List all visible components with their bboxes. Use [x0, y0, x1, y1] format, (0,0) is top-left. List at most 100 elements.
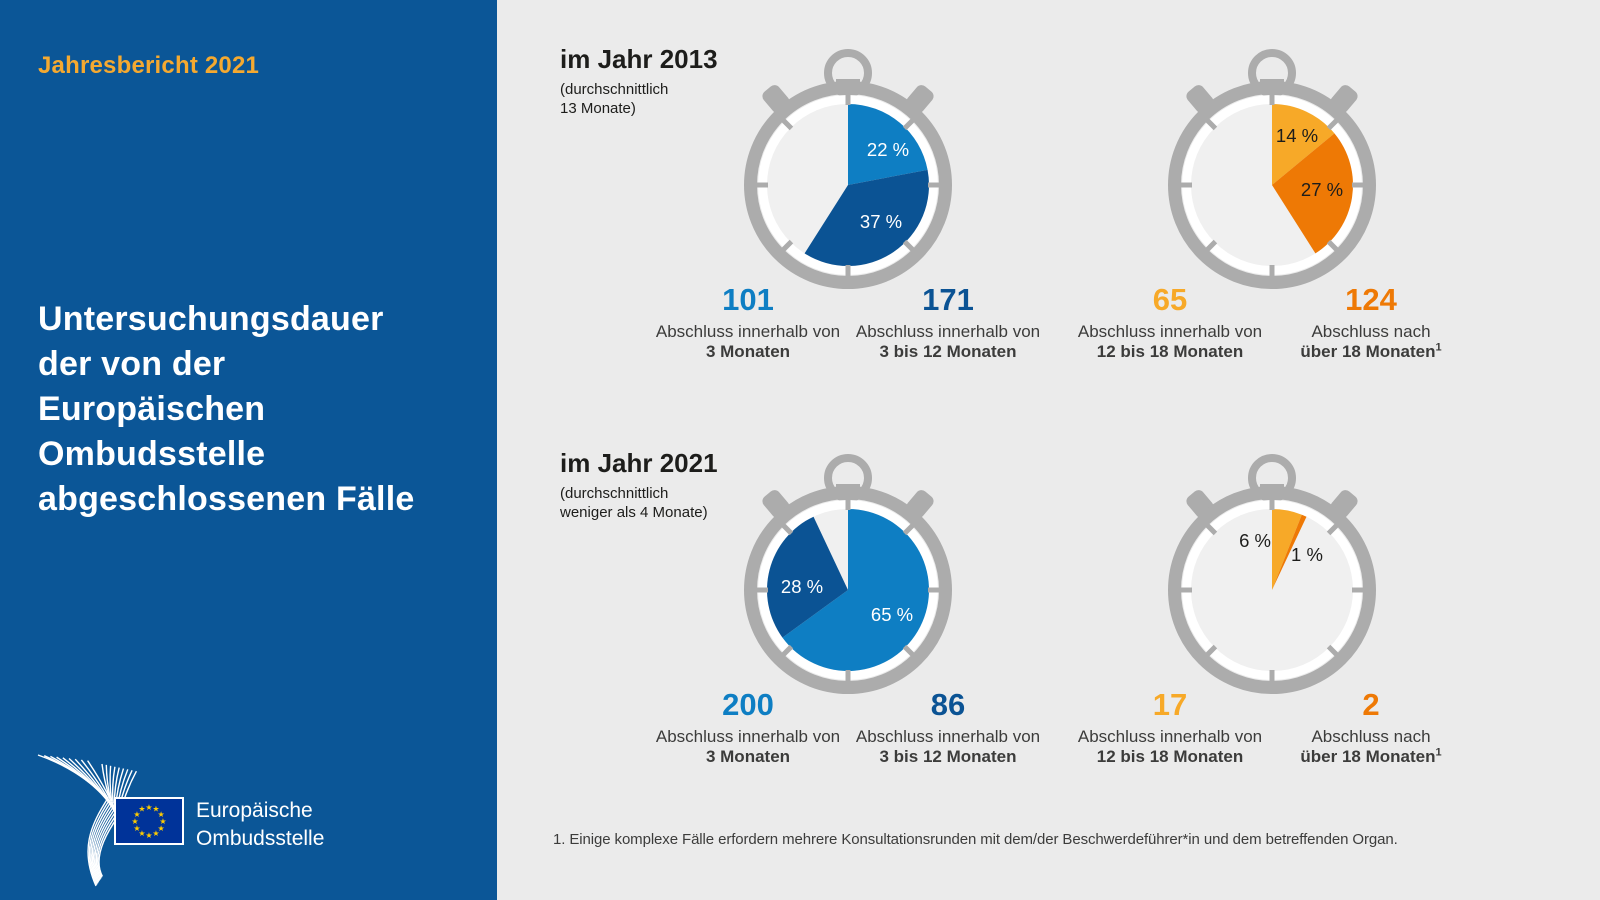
- stat-caption: Abschluss nach über 18 Monaten1: [1251, 322, 1491, 362]
- report-label: Jahresbericht 2021: [38, 52, 260, 79]
- section-year-label: im Jahr 2021: [560, 448, 718, 478]
- tick-mark: [781, 239, 794, 252]
- stat-caption: Abschluss innerhalb von 3 Monaten: [628, 322, 868, 362]
- percent-label: 37 %: [860, 211, 902, 232]
- eu-star-icon: ★: [133, 824, 140, 833]
- stopwatch-chart: 65 % 28 %: [744, 454, 952, 694]
- stat-column: 200 Abschluss innerhalb von 3 Monaten: [628, 688, 868, 767]
- stat-column: 101 Abschluss innerhalb von 3 Monaten: [628, 283, 868, 362]
- logo-wordmark: Europäische Ombudsstelle: [196, 799, 325, 850]
- watch-ring: [1168, 486, 1376, 694]
- stat-caption: Abschluss innerhalb von 3 bis 12 Monaten: [828, 727, 1068, 767]
- stat-caption: Abschluss innerhalb von 12 bis 18 Monaten: [1050, 322, 1290, 362]
- stat-column: 86 Abschluss innerhalb von 3 bis 12 Monate…: [828, 688, 1068, 767]
- percent-label: 27 %: [1301, 179, 1343, 200]
- case-count: 86: [930, 687, 966, 722]
- stat-column: 171 Abschluss innerhalb von 3 bis 12 Monat…: [828, 283, 1068, 362]
- section-average-note: (durchschnittlich weniger als 4 Monate): [560, 485, 708, 521]
- pie-slice: [1272, 133, 1353, 254]
- section-year-label: im Jahr 2013: [560, 44, 718, 74]
- eu-star-icon: ★: [158, 810, 165, 819]
- tick-mark: [1326, 239, 1339, 252]
- tick-mark: [1326, 118, 1339, 131]
- caption-line-2: über 18 Monaten1: [1300, 341, 1442, 361]
- tick-mark: [902, 239, 915, 252]
- case-count: 2: [1362, 687, 1380, 722]
- stat-column: 65 Abschluss innerhalb von 12 bis 18 Monat…: [1050, 283, 1290, 362]
- pie-slice: [1272, 514, 1307, 590]
- eu-star-icon: ★: [133, 810, 140, 819]
- percent-label: 6 %: [1239, 530, 1271, 551]
- tick-mark: [1205, 523, 1218, 536]
- ombudsman-bird-logo-icon: ★ ★★★★★★★★★★★: [37, 754, 184, 887]
- case-count: 124: [1345, 282, 1397, 317]
- footnote-reference: 1: [1435, 746, 1442, 759]
- bird-wing-line: [50, 755, 112, 884]
- footnote-reference: 1: [1435, 341, 1442, 354]
- stopwatch-chart: 14 % 27 %: [1168, 49, 1376, 289]
- bird-winglet-line: [111, 766, 116, 804]
- caption-line-2: 12 bis 18 Monaten: [1096, 342, 1244, 361]
- stat-caption: Abschluss innerhalb von 12 bis 18 Monaten: [1050, 727, 1290, 767]
- eu-star-icon: ★: [138, 805, 145, 814]
- watch-ring: [1168, 81, 1376, 289]
- footnote: 1. Einige komplexe Fälle erfordern mehre…: [553, 831, 1398, 848]
- caption-line-1: Abschluss innerhalb von: [855, 322, 1041, 341]
- section-heading-2013: im Jahr 2013 (durchschnittlich 13 Monate…: [560, 44, 820, 118]
- stat-caption: Abschluss innerhalb von 3 Monaten: [628, 727, 868, 767]
- tick-mark: [781, 118, 794, 131]
- tick-mark: [1326, 523, 1339, 536]
- eu-star-icon: ★: [159, 817, 166, 826]
- stat-column: 2 Abschluss nach über 18 Monaten1: [1251, 688, 1491, 767]
- stat-column: 17 Abschluss innerhalb von 12 bis 18 Monat…: [1050, 688, 1290, 767]
- caption-line-1: Abschluss innerhalb von: [1077, 727, 1263, 746]
- eu-star-icon: ★: [145, 831, 152, 840]
- pie-slice: [767, 516, 848, 638]
- watch-ring: [744, 486, 952, 694]
- pie-slice: [804, 169, 930, 267]
- percent-label: 22 %: [867, 139, 909, 160]
- tick-mark: [1326, 644, 1339, 657]
- bird-winglet-line: [105, 764, 111, 799]
- section-average-note: (durchschnittlich 13 Monate): [560, 81, 669, 117]
- percent-label: 28 %: [781, 576, 823, 597]
- tick-mark: [1205, 118, 1218, 131]
- eu-star-icon: ★: [158, 824, 165, 833]
- eu-star-icon: ★: [145, 803, 152, 812]
- case-count: 65: [1152, 282, 1188, 317]
- case-count: 17: [1152, 687, 1188, 722]
- caption-line-2: über 18 Monaten1: [1300, 746, 1442, 766]
- caption-line-2: 12 bis 18 Monaten: [1096, 747, 1244, 766]
- pie-slice: [782, 509, 930, 671]
- eu-star-icon: ★: [131, 817, 138, 826]
- percent-label: 65 %: [871, 604, 913, 625]
- eu-star-icon: ★: [152, 829, 159, 838]
- watch-ring: [744, 81, 952, 289]
- bird-winglet-line: [101, 763, 110, 797]
- case-count: 171: [922, 282, 974, 317]
- percent-label: 1 %: [1291, 544, 1323, 565]
- tick-mark: [781, 644, 794, 657]
- eu-star-icon: ★: [138, 829, 145, 838]
- caption-line-1: Abschluss nach: [1311, 322, 1431, 341]
- caption-line-1: Abschluss nach: [1311, 727, 1431, 746]
- bird-winglet-line: [109, 765, 113, 802]
- stopwatch-chart: 6 % 1 %: [1168, 454, 1376, 694]
- tick-mark: [902, 644, 915, 657]
- caption-line-2: 3 Monaten: [705, 747, 791, 766]
- page-title: Untersuchungsdauer der von der Europäisc…: [38, 300, 415, 518]
- stat-column: 124 Abschluss nach über 18 Monaten1: [1251, 283, 1491, 362]
- eu-flag-icon: [114, 797, 184, 845]
- tick-mark: [902, 118, 915, 131]
- eu-star-icon: ★: [152, 805, 159, 814]
- stat-caption: Abschluss innerhalb von 3 bis 12 Monaten: [828, 322, 1068, 362]
- case-count: 101: [722, 282, 774, 317]
- pie-slice: [1272, 104, 1335, 185]
- caption-line-2: 3 bis 12 Monaten: [879, 342, 1017, 361]
- section-heading-2021: im Jahr 2021 (durchschnittlich weniger a…: [560, 448, 820, 522]
- tick-mark: [781, 523, 794, 536]
- caption-line-1: Abschluss innerhalb von: [855, 727, 1041, 746]
- tick-mark: [902, 523, 915, 536]
- pie-slice: [848, 104, 928, 185]
